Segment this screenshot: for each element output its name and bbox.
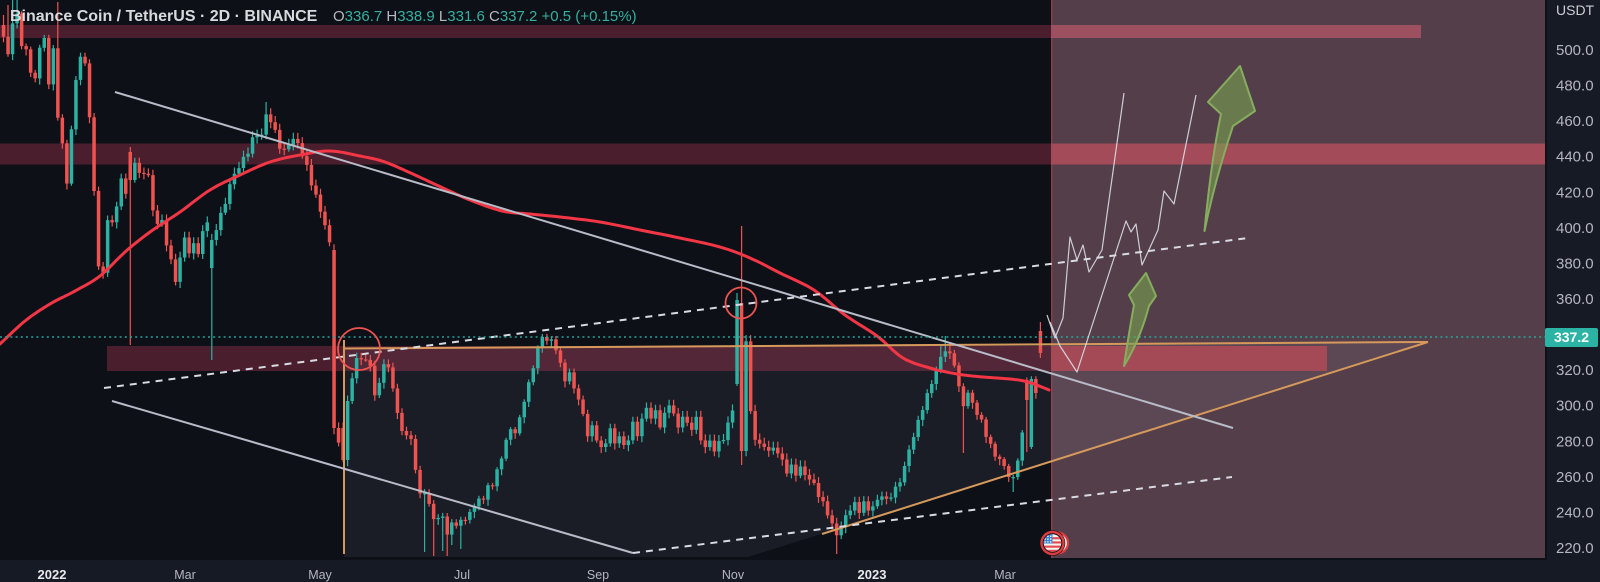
svg-text:440.0: 440.0 (1556, 149, 1594, 166)
svg-text:O336.7 H338.9 L331.6 C337.2 +0: O336.7 H338.9 L331.6 C337.2 +0.5 (+0.15%… (333, 8, 637, 25)
svg-text:460.0: 460.0 (1556, 113, 1594, 130)
svg-text:500.0: 500.0 (1556, 42, 1594, 59)
svg-text:Nov: Nov (722, 568, 745, 582)
svg-text:400.0: 400.0 (1556, 220, 1594, 237)
svg-text:300.0: 300.0 (1556, 398, 1594, 415)
svg-text:380.0: 380.0 (1556, 255, 1594, 272)
svg-text:Binance Coin / TetherUS · 2D ·: Binance Coin / TetherUS · 2D · BINANCE (10, 8, 318, 25)
svg-text:260.0: 260.0 (1556, 469, 1594, 486)
svg-text:Mar: Mar (994, 568, 1016, 582)
svg-text:360.0: 360.0 (1556, 291, 1594, 308)
svg-text:USDT: USDT (1556, 2, 1595, 18)
svg-text:480.0: 480.0 (1556, 78, 1594, 95)
svg-text:Sep: Sep (587, 568, 609, 582)
svg-text:2023: 2023 (858, 567, 887, 582)
svg-text:420.0: 420.0 (1556, 184, 1594, 201)
svg-text:Mar: Mar (174, 568, 196, 582)
svg-text:Jul: Jul (454, 568, 470, 582)
svg-text:May: May (308, 568, 332, 582)
svg-text:320.0: 320.0 (1556, 362, 1594, 379)
svg-text:280.0: 280.0 (1556, 433, 1594, 450)
svg-text:220.0: 220.0 (1556, 540, 1594, 557)
svg-text:240.0: 240.0 (1556, 504, 1594, 521)
svg-text:2022: 2022 (38, 567, 67, 582)
svg-text:337.2: 337.2 (1554, 329, 1589, 345)
